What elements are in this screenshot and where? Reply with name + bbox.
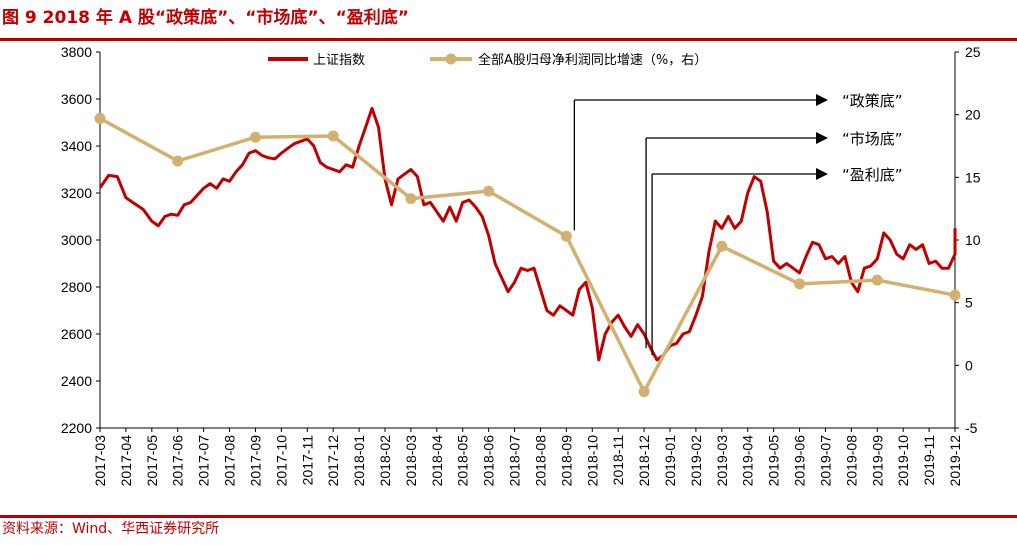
x-tick-label: 2018-04 (429, 435, 445, 487)
y-right-tick-label: -5 (965, 420, 978, 436)
x-tick-label: 2018-08 (532, 435, 548, 487)
profit-growth-point (483, 185, 495, 197)
legend-marker-profit-growth (445, 53, 457, 65)
source-note: 资料来源：Wind、华西证券研究所 (2, 521, 220, 537)
y-right-tick-label: 25 (965, 44, 981, 60)
x-tick-label: 2018-05 (455, 435, 471, 487)
chart-annotations: “政策底” “市场底” “盈利底” (573, 92, 903, 356)
y-right-tick-label: 5 (965, 295, 973, 311)
annotation-label: “盈利底” (842, 166, 903, 184)
y-left-tick-label: 2800 (61, 279, 92, 295)
profit-growth-point (327, 130, 339, 142)
x-tick-label: 2019-09 (869, 435, 885, 487)
series-line-profit-growth (99, 116, 956, 394)
x-tick-label: 2019-11 (921, 435, 937, 486)
y-right-tick-label: 10 (965, 232, 981, 248)
top-rule (0, 38, 1017, 41)
x-tick-label: 2019-02 (688, 435, 704, 487)
x-tick-label: 2019-10 (895, 435, 911, 487)
profit-growth-point (94, 112, 106, 124)
legend-label-shanghai-index: 上证指数 (313, 53, 365, 68)
x-tick-label: 2017-07 (196, 435, 212, 487)
profit-growth-point (794, 278, 806, 290)
x-tick-label: 2018-01 (351, 435, 367, 487)
x-tick-label: 2018-11 (610, 435, 626, 486)
legend-label-profit-growth: 全部A股归母净利润同比增速（%，右） (478, 52, 707, 68)
profit-growth-point (871, 274, 883, 286)
x-tick-label: 2017-10 (273, 435, 289, 487)
profit-growth-point (405, 193, 417, 205)
profit-growth-point (560, 230, 572, 242)
x-tick-label: 2019-12 (947, 435, 963, 487)
y-left-tick-label: 3000 (61, 232, 92, 248)
x-tick-label: 2017-05 (144, 435, 160, 487)
x-tick-label: 2018-10 (584, 435, 600, 487)
x-tick-label: 2019-01 (662, 435, 678, 487)
x-tick-label: 2017-12 (325, 435, 341, 487)
profit-growth-point (716, 240, 728, 252)
x-tick-label: 2017-08 (222, 435, 238, 487)
y-right-tick-label: 0 (965, 357, 973, 373)
y-right-tick-label: 15 (965, 169, 981, 185)
y-left-tick-label: 2200 (61, 420, 92, 436)
x-tick-label: 2017-03 (92, 435, 108, 487)
x-tick-label: 2018-09 (558, 435, 574, 487)
y-left-tick-label: 2600 (61, 326, 92, 342)
annotation-label: “政策底” (842, 92, 903, 110)
y-left-tick-label: 3800 (61, 44, 92, 60)
chart-legend: 上证指数 全部A股归母净利润同比增速（%，右） (268, 52, 707, 68)
annotation-arrowhead (816, 94, 828, 106)
x-tick-label: 2019-05 (766, 435, 782, 487)
x-tick-label: 2017-09 (247, 435, 263, 487)
x-tick-label: 2018-07 (507, 435, 523, 487)
profit-growth-point (949, 289, 961, 301)
x-tick-label: 2018-12 (636, 435, 652, 487)
x-tick-label: 2019-07 (817, 435, 833, 487)
chart-series-layer (94, 106, 961, 398)
figure-title: 图 9 2018 年 A 股“政策底”、“市场底”、“盈利底” (2, 8, 409, 28)
x-tick-label: 2019-06 (792, 435, 808, 487)
x-tick-label: 2018-06 (481, 435, 497, 487)
annotation-label: “市场底” (842, 130, 903, 148)
y-left-tick-label: 3400 (61, 138, 92, 154)
x-tick-label: 2019-08 (843, 435, 859, 487)
chart-axes (96, 51, 959, 432)
x-tick-label: 2017-06 (170, 435, 186, 487)
bottom-rule (0, 515, 1017, 518)
x-tick-label: 2019-04 (740, 435, 756, 487)
x-tick-label: 2017-11 (299, 435, 315, 486)
y-left-tick-label: 3600 (61, 91, 92, 107)
x-tick-label: 2019-03 (714, 435, 730, 487)
profit-growth-point (249, 131, 261, 143)
chart-tick-labels: 2200 2400 2600 2800 3000 3200 3400 3600 3800 -5 0 5… (61, 44, 981, 486)
y-left-tick-label: 2400 (61, 373, 92, 389)
x-tick-label: 2018-02 (377, 435, 393, 487)
profit-growth-point (172, 155, 184, 167)
x-tick-label: 2018-03 (403, 435, 419, 487)
x-tick-label: 2017-04 (118, 435, 134, 487)
annotation-arrowhead (816, 132, 828, 144)
y-left-tick-label: 3200 (61, 185, 92, 201)
y-right-tick-label: 20 (965, 107, 981, 123)
annotation-arrowhead (816, 168, 828, 180)
profit-growth-point (638, 386, 650, 398)
series-line-shanghai-index (98, 106, 957, 362)
